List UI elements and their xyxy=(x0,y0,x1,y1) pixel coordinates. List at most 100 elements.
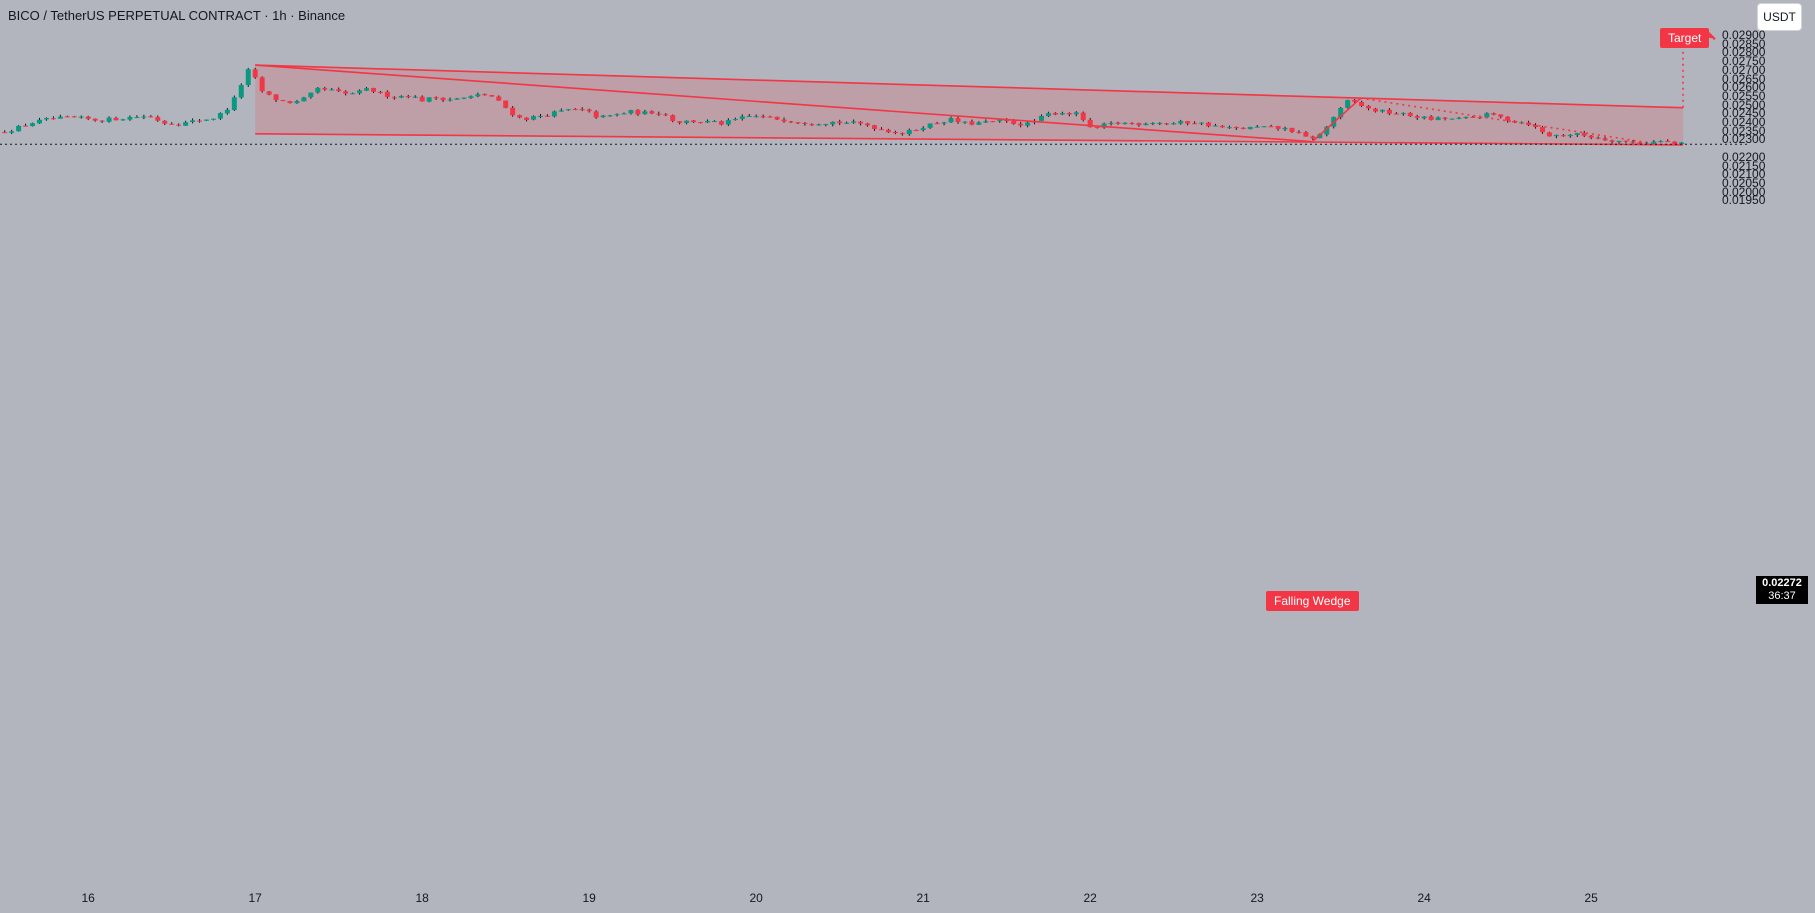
candle-body xyxy=(1282,127,1288,130)
candle xyxy=(224,107,230,115)
wedge-lower-line xyxy=(255,133,1684,146)
bar-countdown: 36:37 xyxy=(1768,590,1796,602)
candle xyxy=(1602,136,1608,141)
candle-body xyxy=(50,118,56,120)
candle-body xyxy=(384,91,390,97)
candle-body xyxy=(1192,123,1198,125)
candle-body xyxy=(1470,116,1476,118)
candle xyxy=(266,91,272,96)
candle xyxy=(962,121,968,124)
candle xyxy=(1414,114,1420,120)
candle-body xyxy=(357,90,363,94)
candle xyxy=(739,114,745,121)
candle xyxy=(649,110,655,115)
candle-body xyxy=(1637,142,1643,144)
price-tick-label: 0.02050 xyxy=(1722,175,1766,190)
candle-body xyxy=(1352,99,1358,102)
candle-body xyxy=(1324,126,1330,135)
price-tick-label: 0.02500 xyxy=(1722,97,1766,112)
candle xyxy=(892,130,898,135)
candle-body xyxy=(1310,136,1316,139)
candle xyxy=(1282,126,1288,131)
candle-body xyxy=(572,109,578,111)
candle-body xyxy=(1219,125,1225,128)
candle-body xyxy=(1025,122,1031,126)
currency-button[interactable]: USDT xyxy=(1757,3,1802,31)
candle xyxy=(1178,119,1184,125)
candle xyxy=(1386,108,1392,116)
candle-body xyxy=(1602,138,1608,141)
price-tick-label: 0.02000 xyxy=(1722,184,1766,199)
candle-body xyxy=(941,122,947,124)
candle xyxy=(774,116,780,121)
candle-body xyxy=(948,118,954,123)
candle-body xyxy=(162,120,168,124)
candle xyxy=(190,118,196,124)
price-tick-label: 0.02650 xyxy=(1722,71,1766,86)
candle-body xyxy=(579,109,585,111)
candle-body xyxy=(2,132,8,134)
price-tick-label: 0.02900 xyxy=(1722,28,1766,42)
candle-body xyxy=(774,116,780,120)
candle-body xyxy=(1338,107,1344,118)
candle-body xyxy=(9,131,15,133)
candle-body xyxy=(1240,127,1246,129)
candle xyxy=(1442,117,1448,121)
candle xyxy=(155,115,161,122)
candle xyxy=(948,116,954,123)
candle xyxy=(162,120,168,126)
candle xyxy=(364,86,370,92)
wedge-breakout-line xyxy=(1311,97,1362,143)
candle-body xyxy=(1087,119,1093,128)
candle-body xyxy=(1115,122,1121,124)
price-tick-label: 0.02850 xyxy=(1722,36,1766,51)
candle-body xyxy=(1400,113,1406,115)
candle-body xyxy=(405,96,411,98)
candle-body xyxy=(1665,141,1671,143)
candle xyxy=(134,115,140,119)
candle-body xyxy=(913,130,919,132)
candle-body xyxy=(391,97,397,99)
candle-body xyxy=(120,119,126,121)
candle xyxy=(217,112,223,121)
candle-body xyxy=(1226,127,1232,129)
candle-body xyxy=(851,121,857,123)
candle xyxy=(1219,125,1225,128)
candle-body xyxy=(510,107,516,116)
candle-body xyxy=(503,100,509,108)
candle-body xyxy=(1150,123,1156,125)
candle xyxy=(294,100,300,104)
candle-body xyxy=(544,115,550,117)
candle-body xyxy=(217,113,223,119)
candle xyxy=(1372,107,1378,113)
candle xyxy=(614,113,620,117)
candle xyxy=(677,121,683,125)
time-tick-label: 19 xyxy=(582,891,596,905)
candle-body xyxy=(1011,121,1017,124)
candle-body xyxy=(1456,117,1462,119)
candle-body xyxy=(858,121,864,124)
candle xyxy=(1546,131,1552,137)
candle xyxy=(1539,125,1545,134)
candle-body xyxy=(760,116,766,118)
candle-body xyxy=(1143,123,1149,126)
candle-body xyxy=(1045,113,1051,117)
candle-body xyxy=(155,117,161,121)
candle xyxy=(830,121,836,127)
candle-body xyxy=(287,101,293,104)
candle-body xyxy=(983,121,989,123)
price-tick-label: 0.02100 xyxy=(1722,167,1766,182)
candle xyxy=(1108,121,1114,126)
candle xyxy=(1359,100,1365,107)
candle-body xyxy=(1560,135,1566,137)
candle xyxy=(1240,127,1246,130)
candle-body xyxy=(1588,135,1594,138)
candle xyxy=(1226,125,1232,129)
candle-body xyxy=(781,119,787,122)
candle-body xyxy=(871,125,877,130)
candle-body xyxy=(788,121,794,123)
candle xyxy=(1129,122,1135,125)
candle xyxy=(120,118,126,121)
candle xyxy=(1122,122,1128,125)
